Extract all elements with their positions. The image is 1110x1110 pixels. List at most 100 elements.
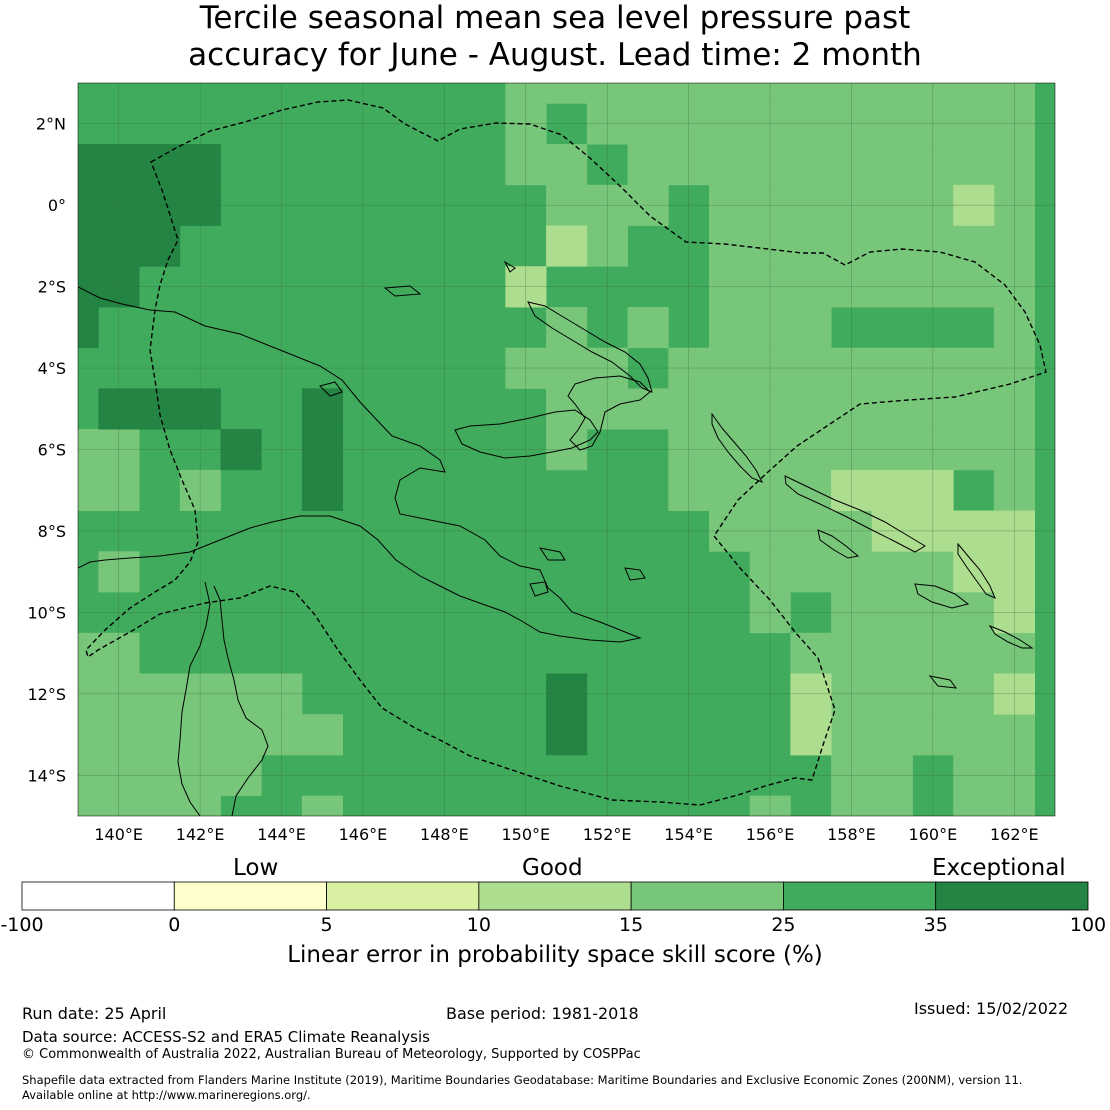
longitude-label: 158°E xyxy=(827,825,876,844)
grid-cell xyxy=(301,714,343,756)
colorbar-tick-label: -100 xyxy=(0,914,44,936)
grid-cell xyxy=(78,225,99,267)
title-line-2: accuracy for June - August. Lead time: 2… xyxy=(188,37,922,73)
grid-cell xyxy=(790,225,832,267)
colorbar-tick-label: 15 xyxy=(619,914,644,936)
latitude-label: 12°S xyxy=(27,685,66,704)
longitude-label: 152°E xyxy=(583,825,632,844)
grid-cell xyxy=(953,632,995,674)
grid-cell xyxy=(871,632,913,674)
longitude-label: 146°E xyxy=(339,825,388,844)
colorbar-tick-label: 10 xyxy=(466,914,491,936)
issued-date: Issued: 15/02/2022 xyxy=(914,999,1069,1018)
longitude-label: 154°E xyxy=(664,825,713,844)
grid-cell xyxy=(790,83,832,104)
grid-cell xyxy=(790,551,832,593)
grid-cell xyxy=(546,714,588,756)
colorbar-category-exceptional: Exceptional xyxy=(932,855,1066,881)
coastline-solomons-north xyxy=(784,475,926,553)
latitude-label: 10°S xyxy=(27,603,66,622)
coastline-huon xyxy=(454,409,599,459)
coastlines xyxy=(78,260,1034,816)
title-line-1: Tercile seasonal mean sea level pressure… xyxy=(199,0,911,36)
longitude-tick-labels: 140°E 142°E 144°E 146°E 148°E 150°E 152°E 154°E… xyxy=(94,825,1038,844)
grid-cell xyxy=(627,83,669,104)
eez-png-boundary xyxy=(85,99,1047,806)
colorbar-tick-label: 35 xyxy=(923,914,948,936)
grid-cell xyxy=(953,225,995,267)
coastline-malaita xyxy=(957,542,996,599)
grid-cell xyxy=(301,795,343,816)
grid-cell xyxy=(546,144,588,186)
latitude-label: 8°S xyxy=(38,522,66,541)
latitude-label: 0° xyxy=(48,196,66,215)
grid-cell xyxy=(78,795,99,816)
grid-cell xyxy=(790,714,832,756)
shapefile-credit: Shapefile data extracted from Flanders M… xyxy=(22,1073,1022,1103)
coastline-cape-york xyxy=(177,581,269,816)
grid-cell xyxy=(220,714,262,756)
colorbar-swatch xyxy=(783,881,937,911)
colorbar-tick-label: 25 xyxy=(771,914,796,936)
grid-cell xyxy=(953,551,995,593)
grid-cell xyxy=(78,469,99,511)
grid-cell xyxy=(78,307,99,349)
map-svg: 140°E 142°E 144°E 146°E 148°E 150°E 152°E 154°E… xyxy=(27,82,1056,844)
colorbar-category-good: Good xyxy=(522,855,583,881)
colorbar-category-low: Low xyxy=(233,855,279,881)
longitude-label: 144°E xyxy=(257,825,306,844)
coastline-guadalcanal xyxy=(914,583,970,609)
grid-cell xyxy=(871,714,913,756)
grid-cell xyxy=(139,225,181,267)
grid-cell xyxy=(790,632,832,674)
grid-cell xyxy=(871,144,913,186)
map-panel: 140°E 142°E 144°E 146°E 148°E 150°E 152°E 154°E… xyxy=(27,82,1056,844)
grid-cell xyxy=(790,388,832,430)
colorbar-swatch xyxy=(326,881,480,911)
shapefile-credit-line-1: Shapefile data extracted from Flanders M… xyxy=(22,1073,1023,1087)
colorbar-axis-label: Linear error in probability space skill … xyxy=(287,942,823,968)
grid-cell xyxy=(871,83,913,104)
grid-cell xyxy=(627,388,669,430)
grid-cell xyxy=(709,388,751,430)
grid-cell xyxy=(953,83,995,104)
colorbar-swatch xyxy=(630,881,784,911)
coastline-misc-islands xyxy=(319,260,958,689)
colorbar-swatch xyxy=(478,881,632,911)
grid-cell xyxy=(953,144,995,186)
grid-cell xyxy=(871,795,913,816)
longitude-label: 156°E xyxy=(746,825,795,844)
coastline-makira xyxy=(988,624,1034,649)
shapefile-credit-line-2: Available online at http://www.marinereg… xyxy=(22,1088,311,1102)
grid-cell xyxy=(139,714,181,756)
longitude-label: 142°E xyxy=(176,825,225,844)
copyright-notice: © Commonwealth of Australia 2022, Austra… xyxy=(22,1047,641,1062)
grid-cell xyxy=(78,144,99,186)
latitude-label: 4°S xyxy=(38,359,66,378)
data-source: Data source: ACCESS-S2 and ERA5 Climate … xyxy=(22,1028,430,1046)
latitude-label: 2°N xyxy=(36,115,66,134)
coastline-bougainville xyxy=(711,412,764,483)
latitude-label: 2°S xyxy=(38,278,66,297)
grid-cell xyxy=(709,307,751,349)
longitude-label: 148°E xyxy=(420,825,469,844)
grid-cell xyxy=(139,144,181,186)
latitude-tick-labels: 2°N 0° 2°S 4°S 6°S 8°S 10°S 12°S 14°S xyxy=(27,115,66,786)
coastline-new-ireland xyxy=(527,301,653,393)
grid-cell xyxy=(790,307,832,349)
grid-cell xyxy=(546,388,588,430)
grid-cell xyxy=(709,83,751,104)
grid-cell xyxy=(78,714,99,756)
grid-cell xyxy=(301,388,343,430)
coastline-new-guinea xyxy=(78,286,642,643)
grid-cell xyxy=(709,469,751,511)
grid-cell xyxy=(871,225,913,267)
grid-cell xyxy=(790,144,832,186)
run-date: Run date: 25 April xyxy=(22,1004,167,1023)
map-border xyxy=(77,82,1056,817)
latitude-label: 6°S xyxy=(38,441,66,460)
grid-cell xyxy=(627,307,669,349)
grid-cell xyxy=(627,144,669,186)
grid-cell xyxy=(546,83,588,104)
grid-cell xyxy=(139,795,181,816)
